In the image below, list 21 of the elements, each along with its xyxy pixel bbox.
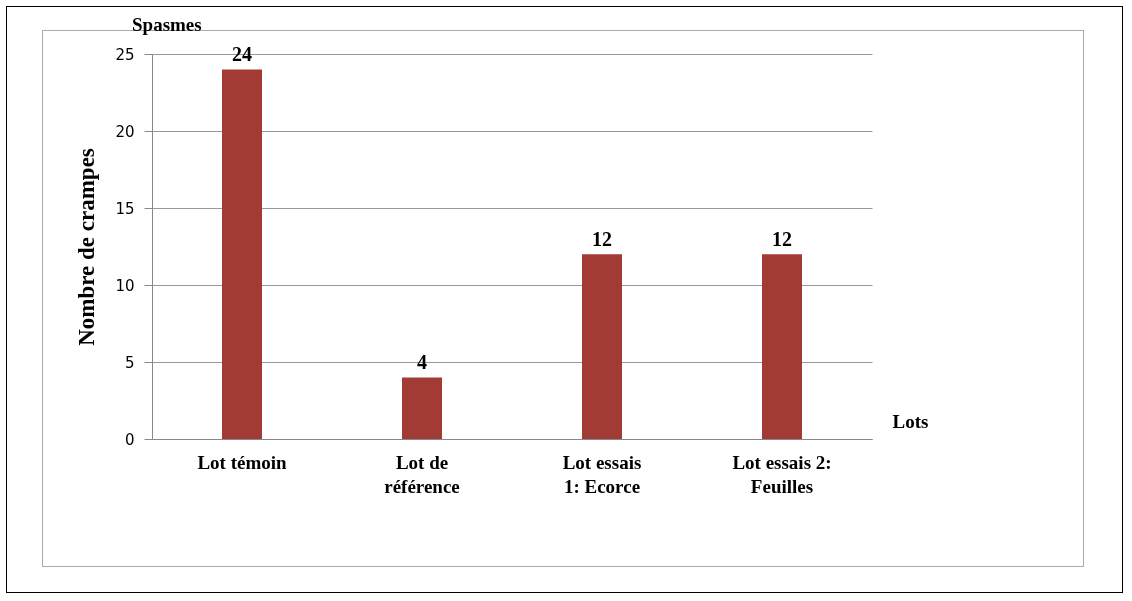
bar [222, 69, 262, 439]
y-axis-title: Nombre de crampes [74, 148, 100, 346]
bar [582, 254, 622, 439]
bar [402, 377, 442, 439]
y-tick-label: 0 [124, 430, 135, 449]
bar [762, 254, 802, 439]
x-tick-label: Lot témoin [197, 451, 288, 473]
data-label: 12 [592, 228, 612, 251]
data-label: 4 [417, 351, 427, 374]
x-tick-label: Lot essais 1: Ecorce [562, 451, 642, 497]
y-tick-label: 10 [115, 276, 135, 295]
y-tick-label: 15 [115, 199, 135, 218]
text: Spasmes [132, 14, 202, 36]
data-label: 12 [772, 228, 792, 251]
y-tick-label: 20 [115, 122, 135, 141]
y-tick-label: 25 [115, 45, 135, 64]
x-axis-title: Lots [892, 410, 929, 432]
x-tick-label: Lot essais 2: Feuilles [732, 451, 832, 497]
x-tick-label: Lot de référence [384, 451, 460, 497]
y-tick-label: 5 [124, 353, 135, 372]
data-label: 24 [232, 43, 252, 66]
